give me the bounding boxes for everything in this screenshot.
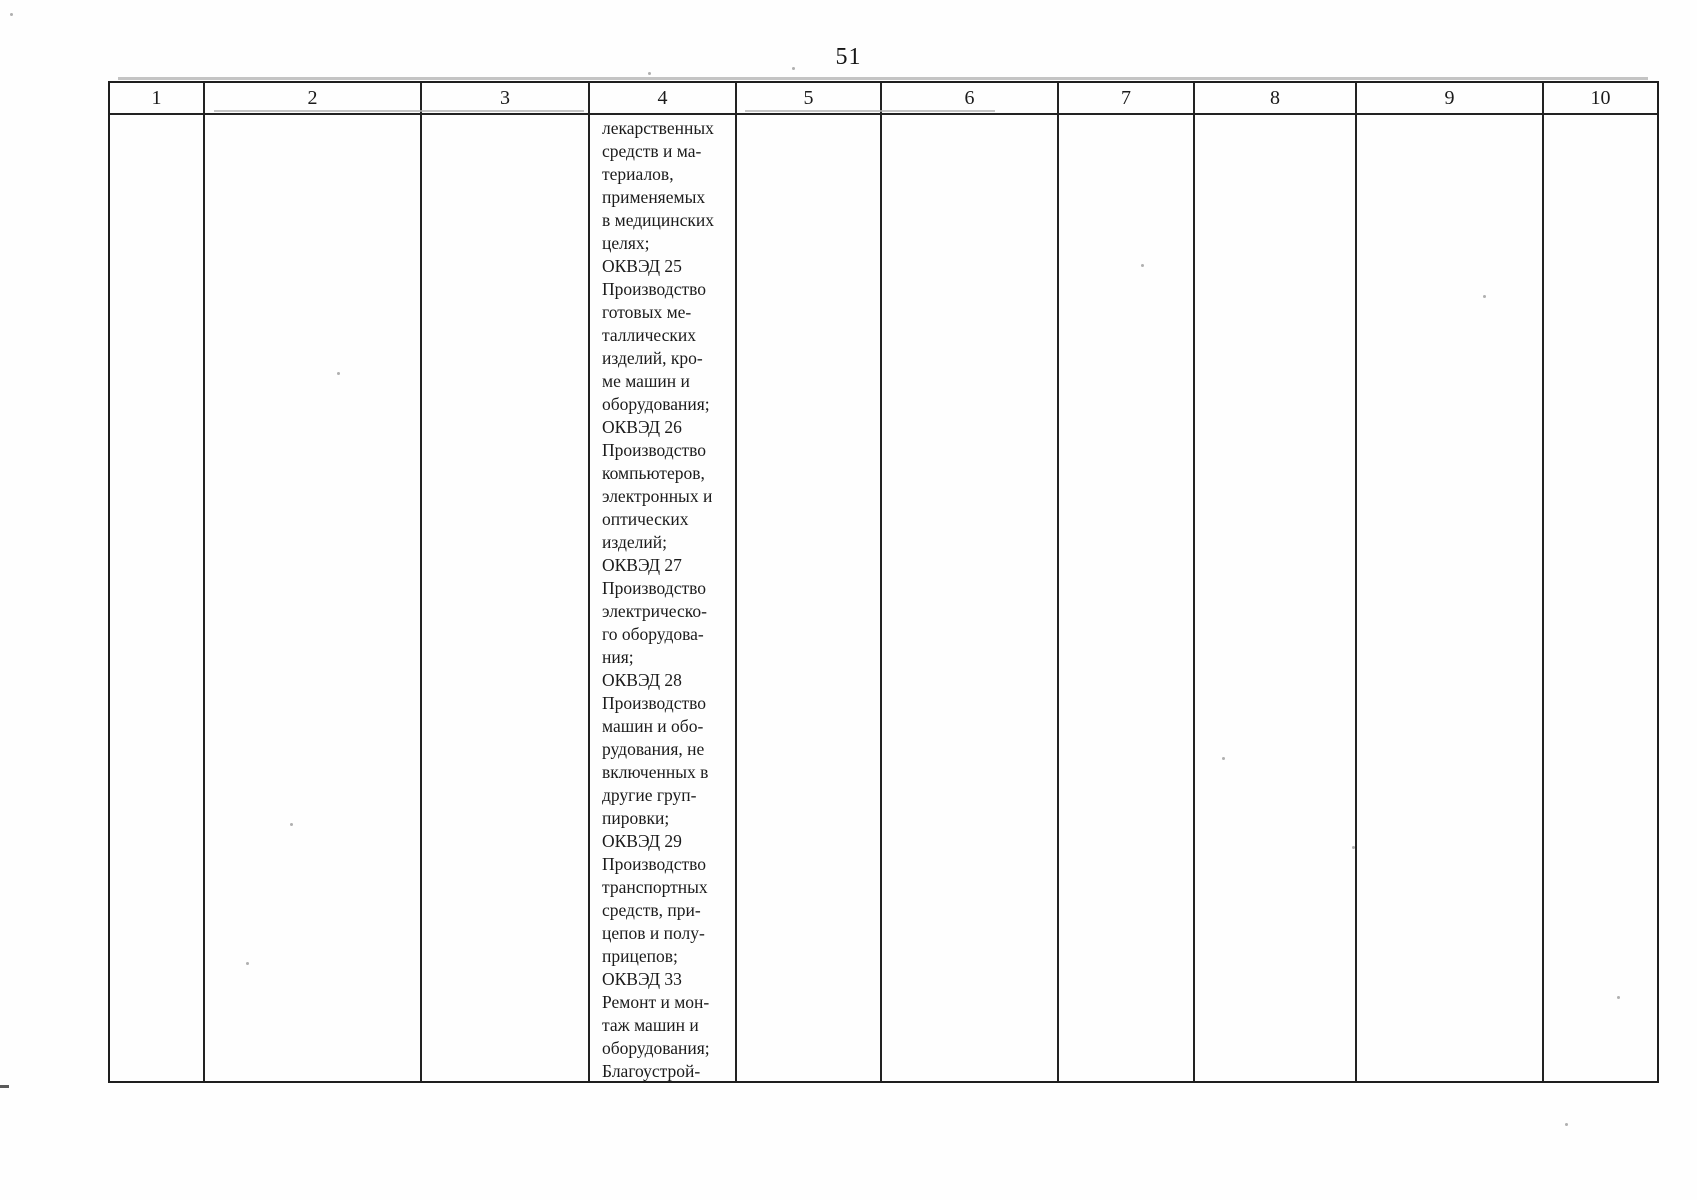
activity-text-line: Производство <box>602 578 707 598</box>
scan-speck <box>792 67 795 70</box>
table-cell-col2 <box>205 115 422 1081</box>
activity-text-line: ОКВЭД 33 <box>602 969 682 989</box>
activity-text-line: включенных в <box>602 762 709 782</box>
activity-text-line: го оборудова- <box>602 624 704 644</box>
activity-text-line: транспортных <box>602 877 708 897</box>
scan-smudge <box>745 110 995 112</box>
scan-artifact <box>0 1085 9 1088</box>
activity-text-line: ОКВЭД 28 <box>602 670 682 690</box>
activity-text-line: готовых ме- <box>602 302 692 322</box>
table-cell-col4: лекарственных средств и ма-териалов, приме… <box>590 115 737 1081</box>
activity-text-line: компьютеров, <box>602 463 705 483</box>
activity-text-line: изделий; <box>602 532 667 552</box>
column-header-1: 1 <box>110 83 205 115</box>
activity-text-line: ОКВЭД 27 <box>602 555 682 575</box>
column-header-10: 10 <box>1544 83 1657 115</box>
activity-text-line: в медицинских <box>602 210 714 230</box>
activity-text-line: ния; <box>602 647 634 667</box>
activity-text-line: ОКВЭД 25 <box>602 256 682 276</box>
activity-text-line: средств, при- <box>602 900 701 920</box>
scan-speck <box>1483 295 1486 298</box>
activity-text-line: таллических <box>602 325 697 345</box>
activity-text-line: изделий, кро- <box>602 348 703 368</box>
activity-text-line: оборудования; <box>602 1038 710 1058</box>
column-header-2: 2 <box>205 83 422 115</box>
activity-text-line: Производство <box>602 854 707 874</box>
scan-smudge <box>214 110 584 112</box>
activity-text-line: ОКВЭД 29 <box>602 831 682 851</box>
activity-text-line: териалов, <box>602 164 674 184</box>
table-cell-col9 <box>1357 115 1544 1081</box>
activity-text-line: применяемых <box>602 187 706 207</box>
activity-text-line: Производство <box>602 693 707 713</box>
table-cell-col8 <box>1195 115 1357 1081</box>
activity-text-line: Ремонт и мон- <box>602 992 710 1012</box>
column-header-3: 3 <box>422 83 590 115</box>
scan-speck <box>1565 1123 1568 1126</box>
scan-speck <box>648 72 651 75</box>
activity-text-line: Производство <box>602 440 707 460</box>
activity-text-line: целях; <box>602 233 650 253</box>
activity-text-line: средств и ма- <box>602 141 702 161</box>
column-header-5: 5 <box>737 83 882 115</box>
table-body-row: лекарственных средств и ма-териалов, приме… <box>110 115 1657 1081</box>
scan-speck <box>10 13 13 16</box>
column-header-6: 6 <box>882 83 1059 115</box>
activity-text-line: цепов и полу- <box>602 923 705 943</box>
scan-speck <box>1352 846 1355 849</box>
registry-table: 1 2 3 4 5 6 7 8 9 10 лекарственных средств и ма-те… <box>108 81 1659 1083</box>
scan-speck <box>290 823 293 826</box>
table-cell-col5 <box>737 115 882 1081</box>
table-cell-col6 <box>882 115 1059 1081</box>
activity-text-line: электрическо- <box>602 601 707 621</box>
column-header-9: 9 <box>1357 83 1544 115</box>
activity-text-line: оборудования; <box>602 394 710 414</box>
activity-text-line: таж машин и <box>602 1015 699 1035</box>
scan-smudge <box>118 77 1648 80</box>
activity-text-line: ме машин и <box>602 371 690 391</box>
activity-text-line: рудования, не <box>602 739 705 759</box>
page-number: 51 <box>835 44 862 70</box>
column-header-4: 4 <box>590 83 737 115</box>
activity-text-line: машин и обо- <box>602 716 704 736</box>
activity-text-line: прицепов; <box>602 946 678 966</box>
scan-speck <box>1141 264 1144 267</box>
scan-speck <box>1617 996 1620 999</box>
column-header-7: 7 <box>1059 83 1195 115</box>
table-cell-col7 <box>1059 115 1195 1081</box>
table-cell-col1 <box>110 115 205 1081</box>
activity-text-line: Производство <box>602 279 707 299</box>
table-cell-col10 <box>1544 115 1657 1081</box>
column-header-8: 8 <box>1195 83 1357 115</box>
activity-text-line: Благоустрой- <box>602 1061 701 1081</box>
scan-speck <box>246 962 249 965</box>
scan-speck <box>337 372 340 375</box>
activity-text-line: ОКВЭД 26 <box>602 417 682 437</box>
table-cell-col3 <box>422 115 590 1081</box>
table-header-row: 1 2 3 4 5 6 7 8 9 10 <box>110 83 1657 115</box>
activity-text-line: пировки; <box>602 808 670 828</box>
activity-text-line: оптических <box>602 509 689 529</box>
scan-speck <box>1222 757 1225 760</box>
activity-text-line: лекарственных <box>602 118 714 138</box>
activity-text-line: другие груп- <box>602 785 697 805</box>
activity-text-line: электронных и <box>602 486 713 506</box>
